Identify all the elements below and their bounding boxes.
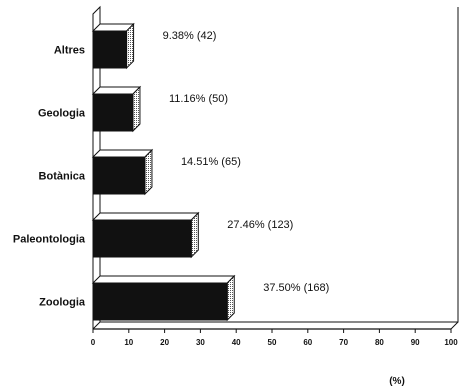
floor-edge-left: [92, 321, 101, 330]
x-tick-label: 80: [375, 338, 384, 347]
x-tick-label: 10: [124, 338, 133, 347]
bar-front-face: [92, 282, 228, 321]
data-label: 14.51% (65): [181, 156, 241, 168]
bar-front-face: [92, 156, 146, 195]
bar-front-face: [92, 30, 128, 69]
x-tick-label: 90: [411, 338, 420, 347]
x-tick-label: 70: [339, 338, 348, 347]
bar-top-face: [91, 86, 142, 95]
data-label: 11.16% (50): [169, 93, 228, 105]
category-label: Paleontologia: [13, 234, 86, 246]
bar-side-face: [132, 85, 141, 133]
bar-side-face: [126, 22, 135, 70]
category-label: Zoologia: [39, 297, 86, 309]
x-tick-label: 30: [196, 338, 205, 347]
bar-top-face: [91, 275, 236, 284]
bar-altres: [91, 22, 135, 70]
bar-side-face: [190, 211, 199, 259]
bar-top-face: [91, 212, 200, 221]
floor-edge-right: [450, 321, 459, 330]
bar-top-face: [91, 149, 154, 158]
category-label: Botànica: [39, 171, 86, 183]
bar-paleontologia: [91, 211, 200, 259]
x-tick-label: 20: [160, 338, 169, 347]
x-tick-label: 100: [444, 338, 458, 347]
bar-zoologia: [91, 274, 236, 322]
category-label: Geologia: [38, 108, 86, 120]
x-axis: 0 10 20 30 40 50 60 70 80 90 100: [91, 329, 458, 347]
x-tick-label: 50: [268, 338, 277, 347]
x-unit-label: (%): [389, 376, 405, 387]
data-label: 9.38% (42): [163, 30, 217, 42]
bar-front-face: [92, 93, 134, 132]
data-label: 27.46% (123): [227, 219, 293, 231]
x-tick-label: 0: [91, 338, 96, 347]
labels: Altres 9.38% (42) Geologia 11.16% (50) Botàn…: [13, 30, 329, 309]
bar-side-face: [144, 148, 153, 196]
x-tick-label: 40: [232, 338, 241, 347]
bar-geologia: [91, 85, 142, 133]
bar-front-face: [92, 219, 192, 258]
bar-botànica: [91, 148, 154, 196]
data-label: 37.50% (168): [263, 282, 329, 294]
bars: [91, 22, 236, 322]
x-tick-label: 60: [303, 338, 312, 347]
bar-side-face: [226, 274, 235, 322]
category-label: Altres: [54, 45, 85, 57]
